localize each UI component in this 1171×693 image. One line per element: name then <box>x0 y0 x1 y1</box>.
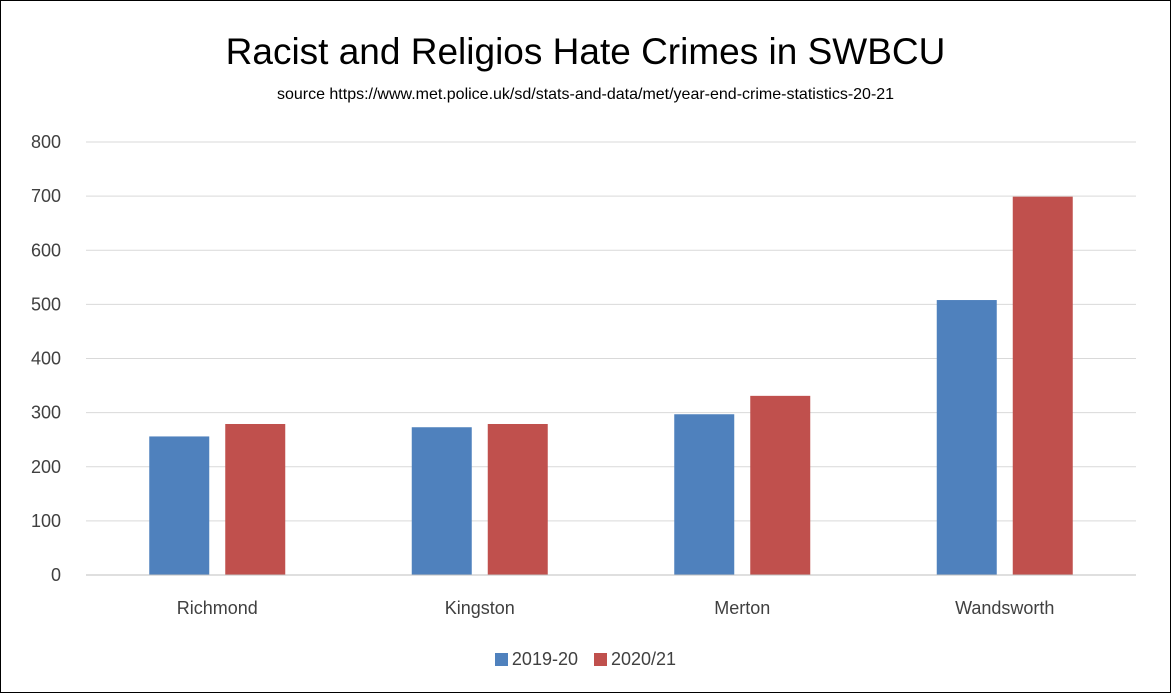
chart-legend: 2019-20 2020/21 <box>1 649 1170 670</box>
bar-kingston-series-0 <box>411 427 472 575</box>
bar-richmond-series-0 <box>149 436 210 575</box>
bar-wandsworth-series-1 <box>1012 196 1073 575</box>
y-tick-label: 300 <box>31 403 61 423</box>
legend-label: 2020/21 <box>610 649 677 669</box>
x-tick-label: Wandsworth <box>955 598 1054 618</box>
y-tick-label: 100 <box>31 511 61 531</box>
bar-wandsworth-series-0 <box>936 300 997 575</box>
y-tick-label: 700 <box>31 186 61 206</box>
x-tick-label: Richmond <box>177 598 258 618</box>
y-tick-label: 800 <box>31 132 61 152</box>
bar-richmond-series-1 <box>225 423 286 575</box>
y-tick-label: 400 <box>31 349 61 369</box>
legend-swatch <box>494 653 508 666</box>
chart-subtitle: source https://www.met.police.uk/sd/stat… <box>276 86 895 103</box>
y-tick-label: 200 <box>31 457 61 477</box>
x-tick-label: Kingston <box>445 598 515 618</box>
x-tick-label: Merton <box>714 598 770 618</box>
y-tick-label: 0 <box>51 565 61 585</box>
plot-area: 0 100 200 300 400 500 600 700 800 Richmond Kingsto… <box>31 132 1136 618</box>
bar-merton-series-1 <box>750 395 811 575</box>
y-tick-label: 500 <box>31 294 61 314</box>
y-tick-label: 600 <box>31 240 61 260</box>
legend-swatch <box>593 653 607 666</box>
legend-item: 2019-20 <box>494 649 578 670</box>
legend-item: 2020/21 <box>593 649 677 670</box>
legend-label: 2019-20 <box>511 649 578 669</box>
bar-merton-series-0 <box>674 414 735 575</box>
bar-kingston-series-1 <box>487 423 548 575</box>
chart-title: Racist and Religios Hate Crimes in SWBCU <box>225 31 946 72</box>
